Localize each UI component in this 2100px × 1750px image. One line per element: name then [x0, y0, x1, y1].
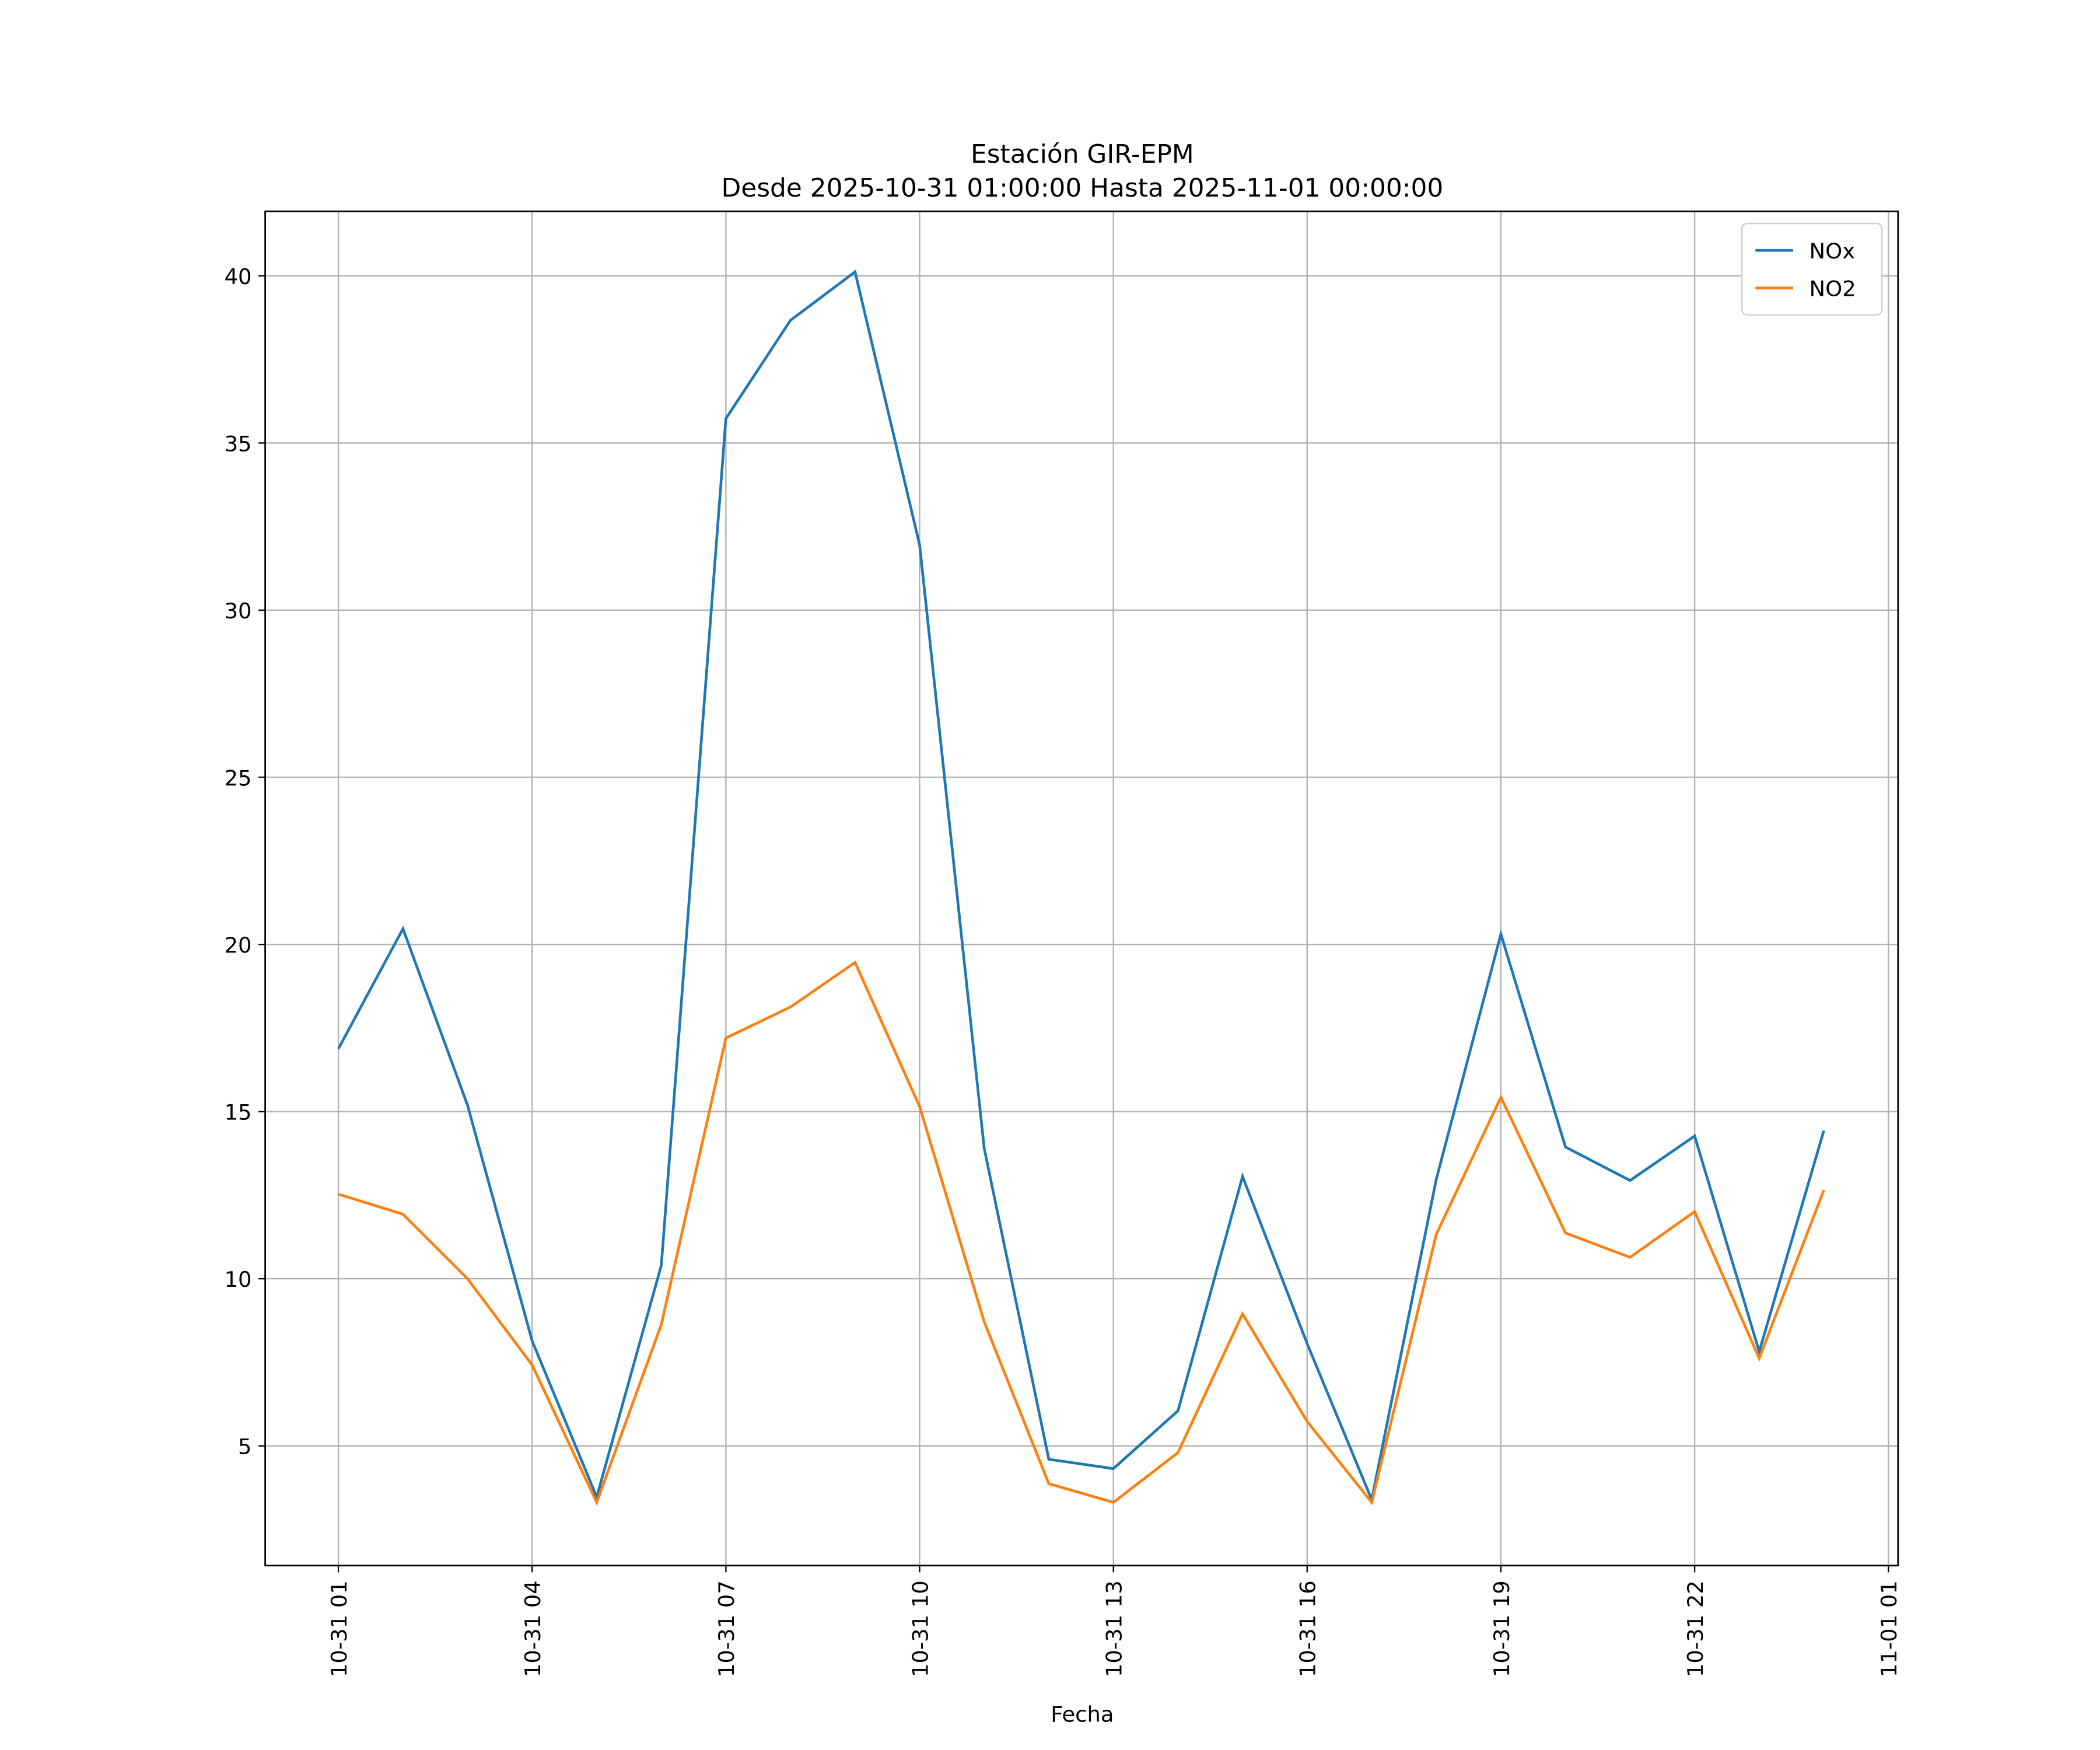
x-tick-label: 10-31 07	[714, 1580, 739, 1677]
y-tick-label: 20	[225, 933, 252, 958]
y-tick-label: 5	[238, 1434, 251, 1460]
y-tick-label: 10	[225, 1267, 252, 1292]
legend-label: NOx	[1810, 239, 1856, 264]
x-axis-label: Fecha	[1051, 1702, 1114, 1727]
x-tick-label: 10-31 16	[1296, 1580, 1321, 1677]
legend-box	[1741, 222, 1883, 316]
x-tick-label: 10-31 22	[1683, 1580, 1708, 1677]
x-tick-label: 10-31 04	[520, 1580, 545, 1677]
legend: NOx NO2	[1741, 222, 1883, 316]
chart-subtitle: Desde 2025-10-31 01:00:00 Hasta 2025-11-…	[721, 173, 1443, 203]
x-tick-label: 11-01 01	[1877, 1580, 1902, 1677]
x-tick-label: 10-31 19	[1489, 1580, 1514, 1677]
y-tick-label: 35	[225, 431, 252, 456]
line-series	[338, 960, 1825, 1506]
y-tick-label: 40	[225, 264, 252, 289]
y-tick-label: 25	[225, 765, 252, 790]
y-tick-label: 15	[225, 1100, 252, 1125]
plot-frame	[264, 210, 1899, 1567]
x-tick-label: 10-31 10	[908, 1580, 933, 1677]
x-tick-label: 10-31 01	[327, 1580, 352, 1677]
legend-label: NO2	[1810, 276, 1856, 302]
y-tick-label: 30	[225, 598, 252, 624]
chart-title: Estación GIR-EPM	[971, 139, 1194, 169]
x-tick-label: 10-31 13	[1102, 1580, 1127, 1677]
line-series	[337, 270, 1825, 1504]
